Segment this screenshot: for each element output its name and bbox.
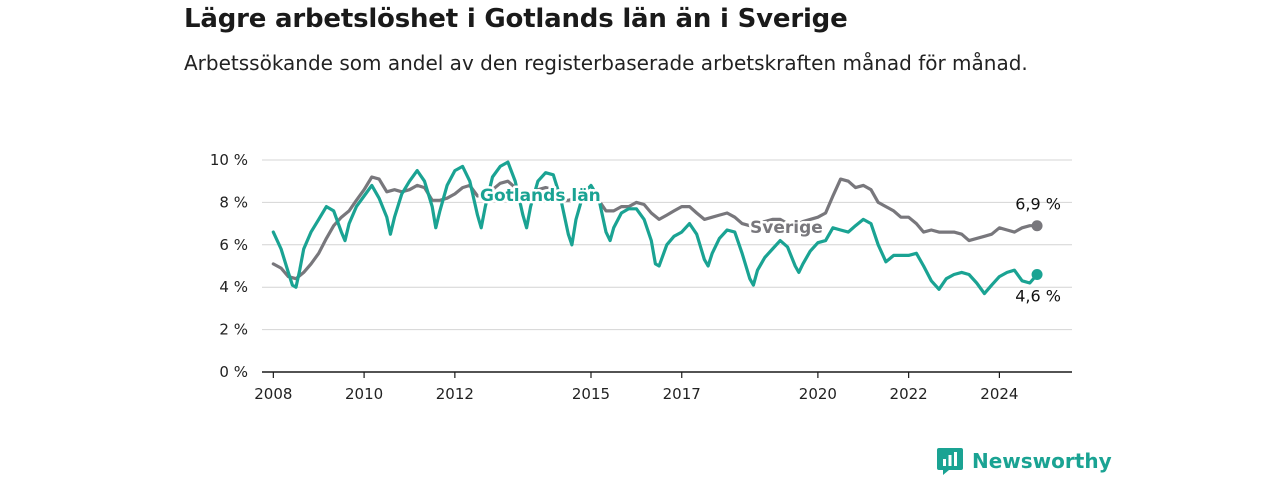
- end-value-label-gotlands-l-n: 4,6 %: [1015, 286, 1061, 305]
- y-tick-label: 10 %: [210, 151, 248, 169]
- y-axis-ticks: 0 % 2 % 4 % 6 % 8 % 10 %: [210, 151, 248, 381]
- x-tick-label: 2012: [436, 385, 474, 403]
- newsworthy-logo-icon: [937, 448, 963, 475]
- series-name-label-sverige: Sverige: [750, 218, 823, 238]
- x-axis-ticks: 2008 2010 2012 2015 2017 2020 2022 2024: [254, 372, 1018, 403]
- brand-name: Newsworthy: [972, 449, 1112, 473]
- y-tick-label: 8 %: [219, 193, 248, 211]
- series-line-gotlands-l-n: [271, 160, 1039, 296]
- x-tick-label: 2015: [572, 385, 610, 403]
- y-tick-label: 0 %: [219, 363, 248, 381]
- y-tick-label: 4 %: [219, 278, 248, 296]
- y-tick-label: 6 %: [219, 236, 248, 254]
- x-tick-label: 2010: [345, 385, 383, 403]
- end-marker-gotlands-l-n: [1031, 268, 1043, 280]
- series-labels: 6,9 % Sverige 4,6 % Gotlands län: [478, 184, 1061, 306]
- series-end-markers: [1031, 220, 1043, 280]
- x-tick-label: 2017: [663, 385, 701, 403]
- series-line-sverige: [271, 175, 1039, 281]
- chart-title: Lägre arbetslöshet i Gotlands län än i S…: [184, 4, 848, 34]
- chart-subtitle: Arbetssökande som andel av den registerb…: [184, 51, 1028, 75]
- x-tick-label: 2020: [799, 385, 837, 403]
- x-tick-label: 2022: [890, 385, 928, 403]
- brand-logo: Newsworthy: [936, 446, 1112, 476]
- series-lines: [271, 160, 1039, 296]
- end-marker-sverige: [1031, 220, 1043, 232]
- x-tick-label: 2024: [980, 385, 1018, 403]
- x-tick-label: 2008: [254, 385, 292, 403]
- series-name-label-gotlands-l-n: Gotlands län: [480, 186, 601, 206]
- y-tick-label: 2 %: [219, 321, 248, 339]
- end-value-label-sverige: 6,9 %: [1015, 195, 1061, 214]
